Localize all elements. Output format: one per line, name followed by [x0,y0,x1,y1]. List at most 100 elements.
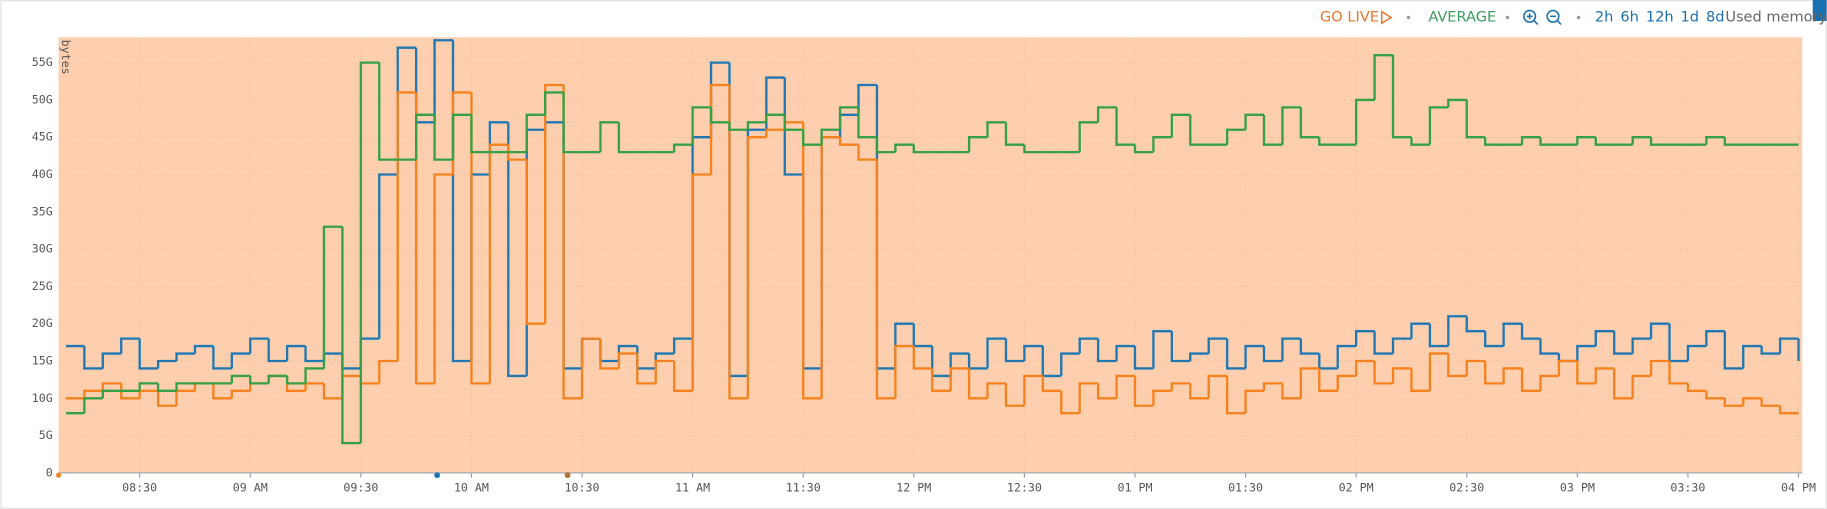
average[interactable]: AVERAGE [1428,8,1496,25]
data-point [1299,107,1320,139]
data-point [599,121,619,153]
data-point [1336,344,1357,369]
corner-tab[interactable] [1812,0,1827,21]
data-point [156,383,177,393]
data-point [1428,106,1449,145]
data-point [1133,144,1154,154]
data-point [746,136,767,399]
data-point [1078,337,1099,354]
data-point [1649,359,1670,376]
data-point [488,143,509,384]
data-point [1004,122,1025,146]
data-point [1539,374,1559,391]
data-point [1410,368,1430,393]
data-point [986,382,1006,399]
data-point [1225,128,1246,145]
data-point [1576,136,1596,145]
data-point [1281,337,1301,362]
timeframe[interactable]: 6h [1620,8,1638,25]
data-point [83,397,103,414]
data-point [507,144,527,161]
data-point [1096,338,1117,363]
x-tick-label: 01 PM [1117,481,1152,495]
data-point [433,39,454,123]
separator [1505,15,1510,20]
data-point [193,344,214,354]
data-point [138,389,159,399]
data-point [83,346,103,370]
x-tick-label: 02:30 [1449,481,1484,495]
data-point [1225,375,1246,415]
data-point [1686,383,1707,393]
data-point [1447,353,1467,378]
data-point [820,128,841,145]
y-tick-label: 20G [32,316,53,330]
x-tick-label: 11 AM [675,481,710,495]
data-point [1410,137,1430,146]
annotation-marker[interactable] [434,472,441,479]
data-point [1631,374,1652,399]
x-tick-label: 03 PM [1560,481,1595,495]
data-point [838,137,859,146]
data-point [1318,137,1338,146]
data-point [101,382,122,391]
data-point [967,368,988,400]
data-point [838,106,859,130]
data-point [267,374,288,384]
data-point [580,337,601,399]
x-tick-label: 04 PM [1781,481,1816,495]
timeframe[interactable]: 2h [1595,8,1613,25]
data-point [1060,352,1080,376]
data-point [101,389,122,399]
data-point [1189,114,1209,146]
data-point [1391,367,1412,384]
data-point [175,389,195,406]
data-point [1060,390,1080,415]
data-point [673,361,693,393]
data-point [1484,361,1504,385]
data-point [967,136,988,153]
data-point [1576,361,1596,385]
data-point [1244,344,1264,369]
y-tick-label: 30G [32,242,53,256]
data-point [322,383,343,400]
timeframe[interactable]: 12h [1646,8,1674,25]
data-point [1152,136,1172,153]
data-point [709,107,730,124]
data-point [1520,368,1541,393]
data-point [1189,352,1209,362]
timeframe[interactable]: 1d [1681,8,1699,25]
x-tick-label: 09:30 [343,481,378,495]
go-live[interactable]: GO LIVE [1320,8,1379,25]
data-point [1355,330,1375,347]
data-point [875,159,896,400]
data-point [1705,390,1725,400]
y-tick-label: 5G [39,428,53,442]
data-point [783,114,804,131]
data-point [1078,121,1099,153]
data-point [378,359,398,384]
data-point [1244,389,1264,414]
timeframe[interactable]: 8d [1706,8,1725,25]
y-tick-label: 0 [46,465,53,479]
data-point [1133,375,1154,407]
zoom-out[interactable] [1546,9,1562,25]
y-tick-label: 45G [32,130,53,144]
zoom-in[interactable] [1523,9,1539,25]
data-point [765,113,785,123]
marker [56,472,62,478]
annotation-marker[interactable] [564,472,571,479]
data-point [378,62,398,161]
x-tick-label: 09 AM [233,481,268,495]
data-point [1004,338,1025,363]
data-point [857,144,877,161]
data-point [802,129,822,146]
data-point [1170,331,1191,363]
data-point [1723,137,1744,146]
play-icon[interactable] [1380,10,1393,25]
data-point [1041,375,1062,393]
data-point [543,91,564,115]
data-point [912,346,933,370]
